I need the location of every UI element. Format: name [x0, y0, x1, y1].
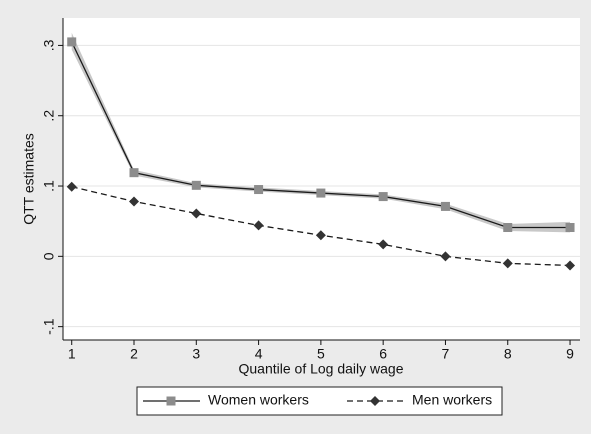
legend-marker — [370, 396, 380, 406]
data-point — [253, 220, 264, 231]
x-tick-label: 2 — [130, 346, 138, 362]
x-tick-label: 7 — [442, 346, 450, 362]
legend-marker — [166, 396, 176, 406]
data-point — [565, 223, 575, 233]
data-point — [191, 208, 202, 219]
y-tick-label: .2 — [41, 110, 57, 122]
legend-label: Women workers — [208, 392, 309, 408]
data-point — [254, 185, 264, 195]
data-point — [67, 37, 77, 47]
legend-label: Men workers — [412, 392, 492, 408]
data-point — [378, 192, 388, 202]
y-tick-label: .1 — [41, 180, 57, 192]
data-point — [191, 180, 201, 190]
data-point — [440, 251, 451, 262]
data-point — [502, 258, 513, 269]
data-point — [315, 230, 326, 241]
x-tick-label: 8 — [504, 346, 512, 362]
x-tick-label: 1 — [68, 346, 76, 362]
data-point — [565, 260, 576, 271]
x-tick-label: 9 — [566, 346, 574, 362]
x-axis-title: Quantile of Log daily wage — [239, 361, 404, 377]
x-tick-label: 6 — [379, 346, 387, 362]
data-point — [129, 168, 139, 178]
y-tick-label: 0 — [41, 252, 57, 260]
data-point — [66, 181, 77, 192]
x-tick-label: 3 — [192, 346, 200, 362]
x-tick-label: 4 — [255, 346, 263, 362]
y-tick-label: .3 — [41, 39, 57, 51]
y-tick-label: -.1 — [41, 318, 57, 335]
data-point — [440, 201, 450, 211]
data-point — [503, 223, 513, 233]
y-axis-title: QTT estimates — [21, 133, 37, 225]
data-point — [316, 188, 326, 198]
data-point — [378, 239, 389, 250]
x-tick-label: 5 — [317, 346, 325, 362]
data-point — [129, 196, 140, 207]
plot-area — [63, 18, 580, 340]
